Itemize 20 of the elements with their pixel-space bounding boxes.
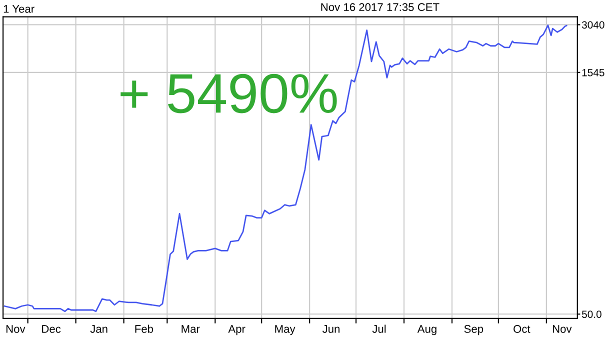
text: Nov 16 2017 17:35 CET	[321, 3, 440, 12]
x-tick-label: Oct	[514, 325, 530, 333]
x-tick-label: Mar	[182, 325, 200, 333]
y-tick-label: 50.0	[582, 310, 602, 318]
y-tick-label: 1545	[582, 69, 604, 76]
x-tick-label: Jan	[90, 325, 108, 333]
x-tick-label: Feb	[135, 324, 154, 333]
x-tick-label: Aug	[417, 325, 436, 336]
x-tick-label: Jul	[372, 324, 386, 333]
x-tick-label: Sep	[464, 325, 484, 336]
annotation: + 5490%	[120, 74, 337, 114]
x-tick-label: Jun	[322, 325, 340, 333]
x-tick-label: Nov	[6, 325, 26, 333]
x-tick-label: Apr	[228, 325, 246, 336]
chart-title: 1 Year	[4, 5, 34, 13]
x-tick-label: May	[275, 325, 296, 336]
line-series	[4, 24, 568, 312]
x-tick-label: Dec	[42, 325, 61, 333]
x-tick-label: Nov	[552, 325, 572, 333]
y-tick-label: 3040	[582, 21, 604, 29]
